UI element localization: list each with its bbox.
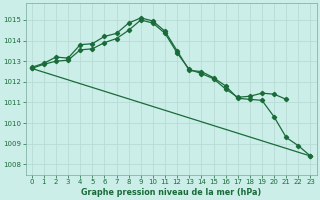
X-axis label: Graphe pression niveau de la mer (hPa): Graphe pression niveau de la mer (hPa) [81, 188, 261, 197]
